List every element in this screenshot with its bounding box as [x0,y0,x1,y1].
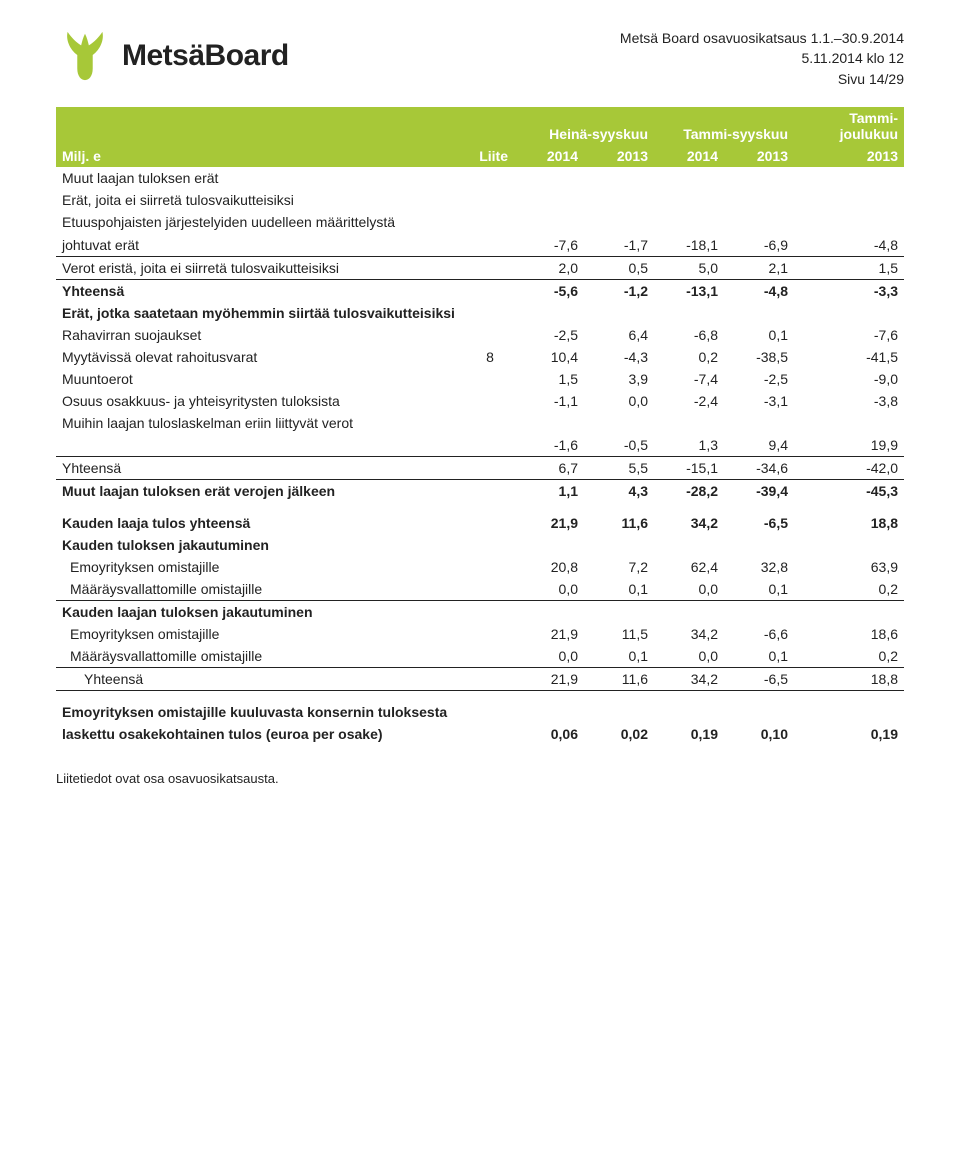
financial-table: Heinä-syyskuu Tammi-syyskuu Tammi-jouluk… [56,107,904,745]
logo-text: MetsäBoard [122,39,289,73]
col-y3: 2014 [654,145,724,167]
moose-icon [56,28,114,84]
logo: MetsäBoard [56,28,289,84]
period-header-row: Heinä-syyskuu Tammi-syyskuu Tammi-jouluk… [56,107,904,145]
period-ts: Tammi-syyskuu [654,107,794,145]
section-1: Erät, joita ei siirretä tulosvaikutteisi… [56,189,904,211]
header-meta: Metsä Board osavuosikatsaus 1.1.–30.9.20… [620,28,904,89]
row-mlvj: Muut laajan tuloksen erät verojen jälkee… [56,480,904,503]
col-y1: 2014 [514,145,584,167]
row-osuus: Osuus osakkuus- ja yhteisyritysten tulok… [56,390,904,412]
row-muun: Muuntoerot 1,5 3,9 -7,4 -2,5 -9,0 [56,368,904,390]
year-header-row: Milj. e Liite 2014 2013 2014 2013 2013 [56,145,904,167]
page-header: MetsäBoard Metsä Board osavuosikatsaus 1… [56,28,904,89]
row-eps-line1: Emoyrityksen omistajille kuuluvasta kons… [56,701,904,723]
row-muihin-line1: Muihin laajan tuloslaskelman eriin liitt… [56,412,904,434]
period-tj: Tammi-joulukuu [794,107,904,145]
row-emo2: Emoyrityksen omistajille 21,9 11,5 34,2 … [56,623,904,645]
doc-page: Sivu 14/29 [620,69,904,89]
unit-label: Milj. e [56,145,466,167]
row-yht3: Yhteensä 21,9 11,6 34,2 -6,5 18,8 [56,668,904,691]
brand-a: Metsä [122,39,205,72]
period-hs: Heinä-syyskuu [514,107,654,145]
row-myyt: Myytävissä olevat rahoitusvarat 8 10,4 -… [56,346,904,368]
page: MetsäBoard Metsä Board osavuosikatsaus 1… [0,0,960,826]
row-klty: Kauden laaja tulos yhteensä 21,9 11,6 34… [56,512,904,534]
doc-title: Metsä Board osavuosikatsaus 1.1.–30.9.20… [620,28,904,48]
section-2: Erät, jotka saatetaan myöhemmin siirtää … [56,302,904,324]
section-jak2: Kauden laajan tuloksen jakautuminen [56,601,904,624]
row-emo1: Emoyrityksen omistajille 20,8 7,2 62,4 3… [56,556,904,578]
col-y4: 2013 [724,145,794,167]
col-y5: 2013 [794,145,904,167]
muut-title-row: Muut laajan tuloksen erät [56,167,904,189]
row-etuus: johtuvat erät -7,6 -1,7 -18,1 -6,9 -4,8 [56,234,904,257]
col-y2: 2013 [584,145,654,167]
section-jak1: Kauden tuloksen jakautuminen [56,534,904,556]
row-yht2: Yhteensä 6,7 5,5 -15,1 -34,6 -42,0 [56,457,904,480]
row-etuus-line1: Etuuspohjaisten järjestelyiden uudelleen… [56,211,904,235]
doc-date: 5.11.2014 klo 12 [620,48,904,68]
row-raha: Rahavirran suojaukset -2,5 6,4 -6,8 0,1 … [56,324,904,346]
liite-label: Liite [466,145,514,167]
row-muihin: -1,6 -0,5 1,3 9,4 19,9 [56,434,904,457]
row-maa2: Määräysvallattomille omistajille 0,0 0,1… [56,645,904,668]
row-eps: laskettu osakekohtainen tulos (euroa per… [56,723,904,745]
row-verot: Verot eristä, joita ei siirretä tulosvai… [56,257,904,280]
row-yht1: Yhteensä -5,6 -1,2 -13,1 -4,8 -3,3 [56,280,904,303]
row-maa1: Määräysvallattomille omistajille 0,0 0,1… [56,578,904,601]
brand-b: Board [205,39,289,72]
footer-note: Liitetiedot ovat osa osavuosikatsausta. [56,771,904,786]
